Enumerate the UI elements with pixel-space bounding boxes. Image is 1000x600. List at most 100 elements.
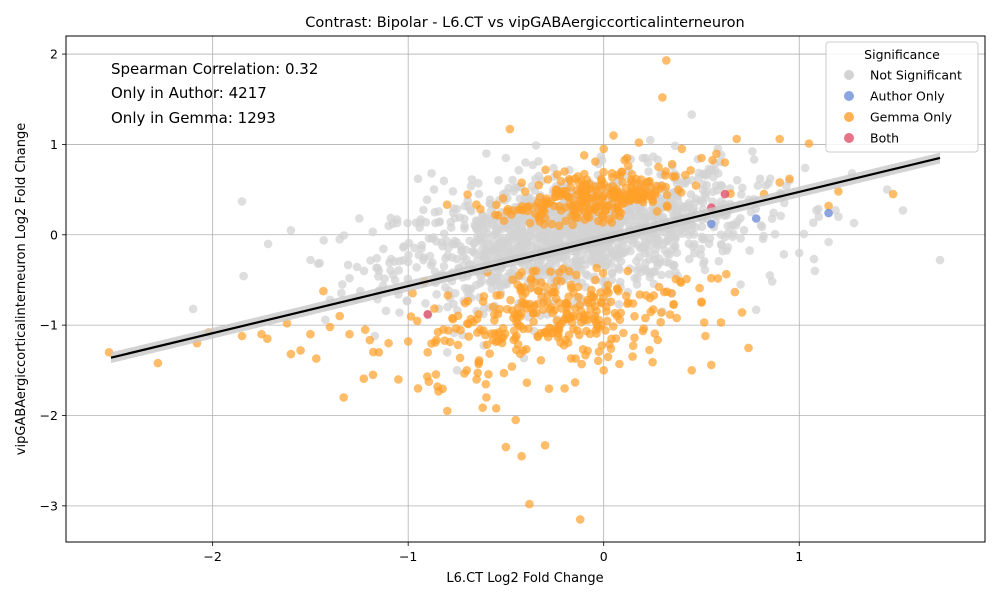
not-significant-point [644, 167, 653, 176]
not-significant-point [757, 222, 767, 232]
not-significant-point [395, 308, 404, 317]
not-significant-point [509, 187, 519, 196]
gemma-only-point [403, 337, 413, 346]
gemma-only-point [502, 304, 512, 314]
not-significant-point [461, 254, 471, 264]
not-significant-point [412, 263, 421, 272]
not-significant-point [697, 232, 707, 242]
not-significant-point [474, 189, 484, 199]
gemma-only-point [578, 192, 587, 201]
regression [110, 152, 941, 364]
gemma-only-point [306, 329, 315, 339]
not-significant-point [508, 175, 517, 185]
gemma-only-point [406, 312, 416, 321]
not-significant-point [425, 251, 435, 261]
not-significant-point [614, 300, 624, 309]
not-significant-point [415, 218, 425, 227]
not-significant-point [758, 234, 768, 244]
gemma-only-point [598, 268, 608, 278]
not-significant-point [319, 236, 329, 245]
gemma-only-point [456, 325, 465, 335]
gemma-only-point [499, 216, 509, 225]
not-significant-point [824, 237, 833, 247]
gemma-only-point [617, 167, 627, 176]
gemma-only-point [744, 343, 753, 353]
gemma-only-point [730, 287, 740, 297]
gemma-only-point [662, 56, 671, 65]
gemma-only-point [682, 274, 691, 284]
gemma-only-point [712, 149, 721, 159]
gemma-only-point [556, 177, 566, 186]
legend-label-author-only: Author Only [870, 89, 945, 104]
gemma-only-point [519, 299, 529, 309]
gemma-only-point [691, 181, 701, 190]
not-significant-point [466, 182, 476, 191]
not-significant-point [286, 226, 296, 235]
not-significant-point [717, 182, 727, 191]
gemma-only-point [601, 326, 610, 335]
gemma-only-point [585, 329, 595, 339]
not-significant-point [457, 247, 466, 256]
y-tick-label: 2 [50, 47, 58, 62]
not-significant-point [727, 221, 736, 230]
not-significant-point [690, 239, 699, 249]
gemma-only-point [695, 283, 704, 293]
gemma-only-point [559, 186, 568, 196]
annotations: Spearman Correlation: 0.32 Only in Autho… [111, 60, 318, 127]
not-significant-point [736, 234, 745, 243]
not-significant-point [613, 253, 623, 263]
not-significant-point [697, 222, 707, 232]
gemma-only-point [517, 285, 527, 294]
gemma-only-point [511, 415, 520, 425]
not-significant-point [799, 229, 809, 239]
gemma-only-point [360, 325, 370, 335]
gemma-only-point [605, 340, 614, 349]
gemma-only-point [549, 201, 559, 211]
gemma-only-point [237, 331, 247, 341]
not-significant-point [475, 279, 485, 288]
not-significant-point [770, 229, 780, 239]
not-significant-point [431, 218, 440, 228]
not-significant-point [468, 247, 478, 256]
not-significant-point [481, 246, 491, 255]
gemma-only-point [707, 360, 716, 370]
not-significant-point [646, 135, 655, 145]
legend-label-gemma-only: Gemma Only [870, 110, 953, 125]
gemma-only-point [603, 280, 613, 290]
not-significant-point [485, 277, 495, 287]
not-significant-point [485, 199, 495, 208]
not-significant-point [898, 206, 908, 215]
gemma-only-point [568, 220, 577, 230]
gemma-only-point [612, 284, 622, 293]
gemma-only-point [651, 187, 660, 197]
y-axis-ticks: −3 −2 −1 0 1 2 [40, 47, 66, 513]
gemma-only-point [479, 326, 488, 335]
gemma-only-point [632, 191, 642, 200]
legend-label-both: Both [870, 131, 899, 146]
gemma-only-point [888, 189, 898, 199]
gemma-only-point [552, 316, 562, 326]
gemma-only-point [582, 185, 592, 194]
not-significant-point [263, 239, 273, 249]
gemma-only-point [545, 305, 555, 314]
gemma-only-point [491, 404, 501, 413]
not-significant-point [444, 243, 453, 253]
annotation-spearman: Spearman Correlation: 0.32 [111, 60, 318, 78]
gemma-only-point [612, 185, 621, 194]
not-significant-point [450, 288, 460, 298]
not-significant-point [882, 185, 892, 194]
legend-marker-both [844, 133, 854, 143]
gemma-only-point [533, 299, 542, 309]
not-significant-point [404, 238, 414, 248]
annotation-gemma-count: Only in Gemma: 1293 [111, 109, 276, 127]
gemma-only-point [665, 310, 675, 319]
annotation-author-count: Only in Author: 4217 [111, 84, 267, 102]
not-significant-point [473, 216, 482, 225]
not-significant-point [432, 237, 441, 246]
gemma-only-point [509, 335, 518, 345]
gemma-only-point [544, 384, 554, 394]
not-significant-point [509, 265, 518, 274]
legend-marker-gemma-only [844, 112, 854, 122]
not-significant-point [663, 249, 672, 258]
